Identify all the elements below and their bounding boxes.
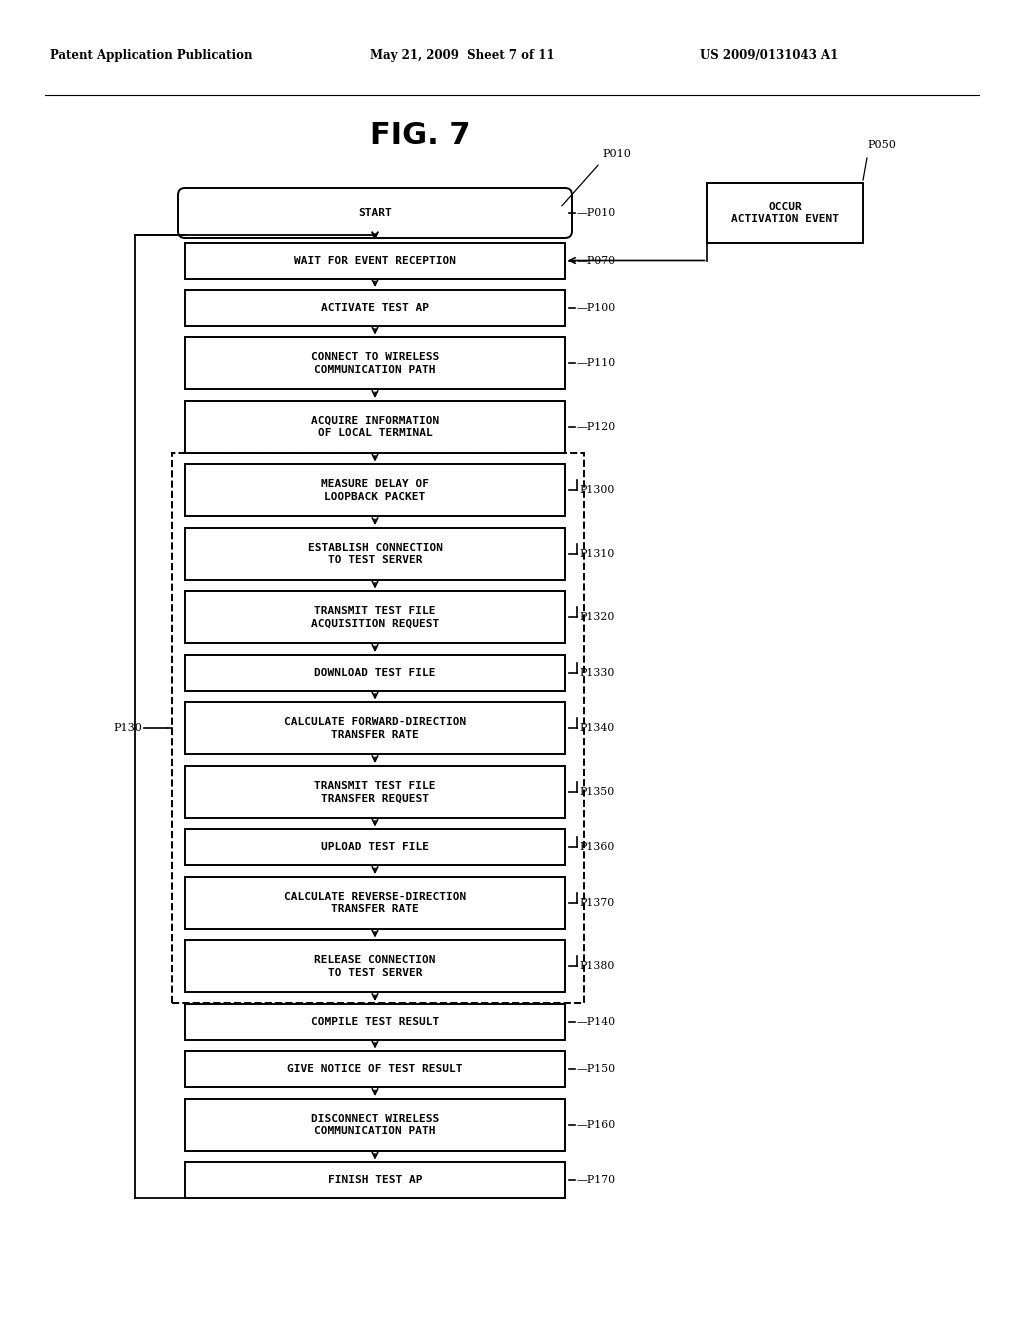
Text: P010: P010 (602, 149, 631, 158)
Bar (708, 183, 862, 243)
Text: MEASURE DELAY OF
LOOPBACK PACKET: MEASURE DELAY OF LOOPBACK PACKET (321, 479, 429, 502)
Text: P1310: P1310 (579, 549, 614, 558)
Bar (185, 528, 565, 579)
Text: P1370: P1370 (579, 898, 614, 908)
Text: —P070: —P070 (577, 256, 616, 265)
Text: P1300: P1300 (579, 486, 614, 495)
Bar (185, 1100, 565, 1151)
Text: DISCONNECT WIRELESS
COMMUNICATION PATH: DISCONNECT WIRELESS COMMUNICATION PATH (311, 1114, 439, 1137)
Text: —P010: —P010 (577, 209, 616, 218)
Text: —P170: —P170 (577, 1176, 616, 1185)
Text: OCCUR
ACTIVATION EVENT: OCCUR ACTIVATION EVENT (731, 202, 839, 224)
Text: —P150: —P150 (577, 1064, 616, 1074)
Bar (185, 702, 565, 755)
Text: UPLOAD TEST FILE: UPLOAD TEST FILE (321, 842, 429, 853)
Text: P050: P050 (867, 140, 896, 150)
Text: DOWNLOAD TEST FILE: DOWNLOAD TEST FILE (314, 668, 436, 678)
Bar (172, 454, 584, 1003)
Text: P1360: P1360 (579, 842, 614, 853)
Text: May 21, 2009  Sheet 7 of 11: May 21, 2009 Sheet 7 of 11 (370, 49, 555, 62)
Text: P1330: P1330 (579, 668, 614, 678)
Text: P1380: P1380 (579, 961, 614, 972)
Bar (185, 876, 565, 929)
Text: P1350: P1350 (579, 787, 614, 797)
Text: US 2009/0131043 A1: US 2009/0131043 A1 (700, 49, 839, 62)
Text: ACQUIRE INFORMATION
OF LOCAL TERMINAL: ACQUIRE INFORMATION OF LOCAL TERMINAL (311, 416, 439, 438)
Text: ESTABLISH CONNECTION
TO TEST SERVER: ESTABLISH CONNECTION TO TEST SERVER (307, 543, 442, 565)
Text: TRANSMIT TEST FILE
TRANSFER REQUEST: TRANSMIT TEST FILE TRANSFER REQUEST (314, 781, 436, 803)
Text: Patent Application Publication: Patent Application Publication (50, 49, 253, 62)
Text: P1340: P1340 (579, 723, 614, 734)
FancyBboxPatch shape (178, 187, 572, 238)
Bar (185, 940, 565, 993)
Text: —P160: —P160 (577, 1119, 616, 1130)
Bar (185, 591, 565, 643)
Text: RELEASE CONNECTION
TO TEST SERVER: RELEASE CONNECTION TO TEST SERVER (314, 956, 436, 978)
Text: WAIT FOR EVENT RECEPTION: WAIT FOR EVENT RECEPTION (294, 256, 456, 265)
Text: START: START (358, 209, 392, 218)
Text: COMPILE TEST RESULT: COMPILE TEST RESULT (311, 1016, 439, 1027)
Bar (185, 1005, 565, 1040)
Text: CALCULATE REVERSE-DIRECTION
TRANSFER RATE: CALCULATE REVERSE-DIRECTION TRANSFER RAT… (284, 892, 466, 915)
Bar (185, 1052, 565, 1088)
Text: P130: P130 (113, 723, 142, 734)
Bar (185, 1163, 565, 1199)
Bar (185, 243, 565, 279)
Text: P1320: P1320 (579, 612, 614, 623)
Text: CALCULATE FORWARD-DIRECTION
TRANSFER RATE: CALCULATE FORWARD-DIRECTION TRANSFER RAT… (284, 717, 466, 739)
Text: FINISH TEST AP: FINISH TEST AP (328, 1176, 422, 1185)
Text: —P100: —P100 (577, 304, 616, 313)
Text: TRANSMIT TEST FILE
ACQUISITION REQUEST: TRANSMIT TEST FILE ACQUISITION REQUEST (311, 606, 439, 628)
Text: GIVE NOTICE OF TEST RESULT: GIVE NOTICE OF TEST RESULT (288, 1064, 463, 1074)
Bar (185, 829, 565, 866)
Bar (185, 290, 565, 326)
Text: —P110: —P110 (577, 359, 616, 368)
Text: CONNECT TO WIRELESS
COMMUNICATION PATH: CONNECT TO WIRELESS COMMUNICATION PATH (311, 352, 439, 375)
Bar (185, 766, 565, 818)
Bar (185, 465, 565, 516)
Text: ACTIVATE TEST AP: ACTIVATE TEST AP (321, 304, 429, 313)
Text: —P120: —P120 (577, 422, 616, 432)
Text: —P140: —P140 (577, 1016, 616, 1027)
Bar (185, 655, 565, 690)
Bar (185, 338, 565, 389)
Text: FIG. 7: FIG. 7 (370, 120, 470, 149)
Bar (185, 401, 565, 453)
